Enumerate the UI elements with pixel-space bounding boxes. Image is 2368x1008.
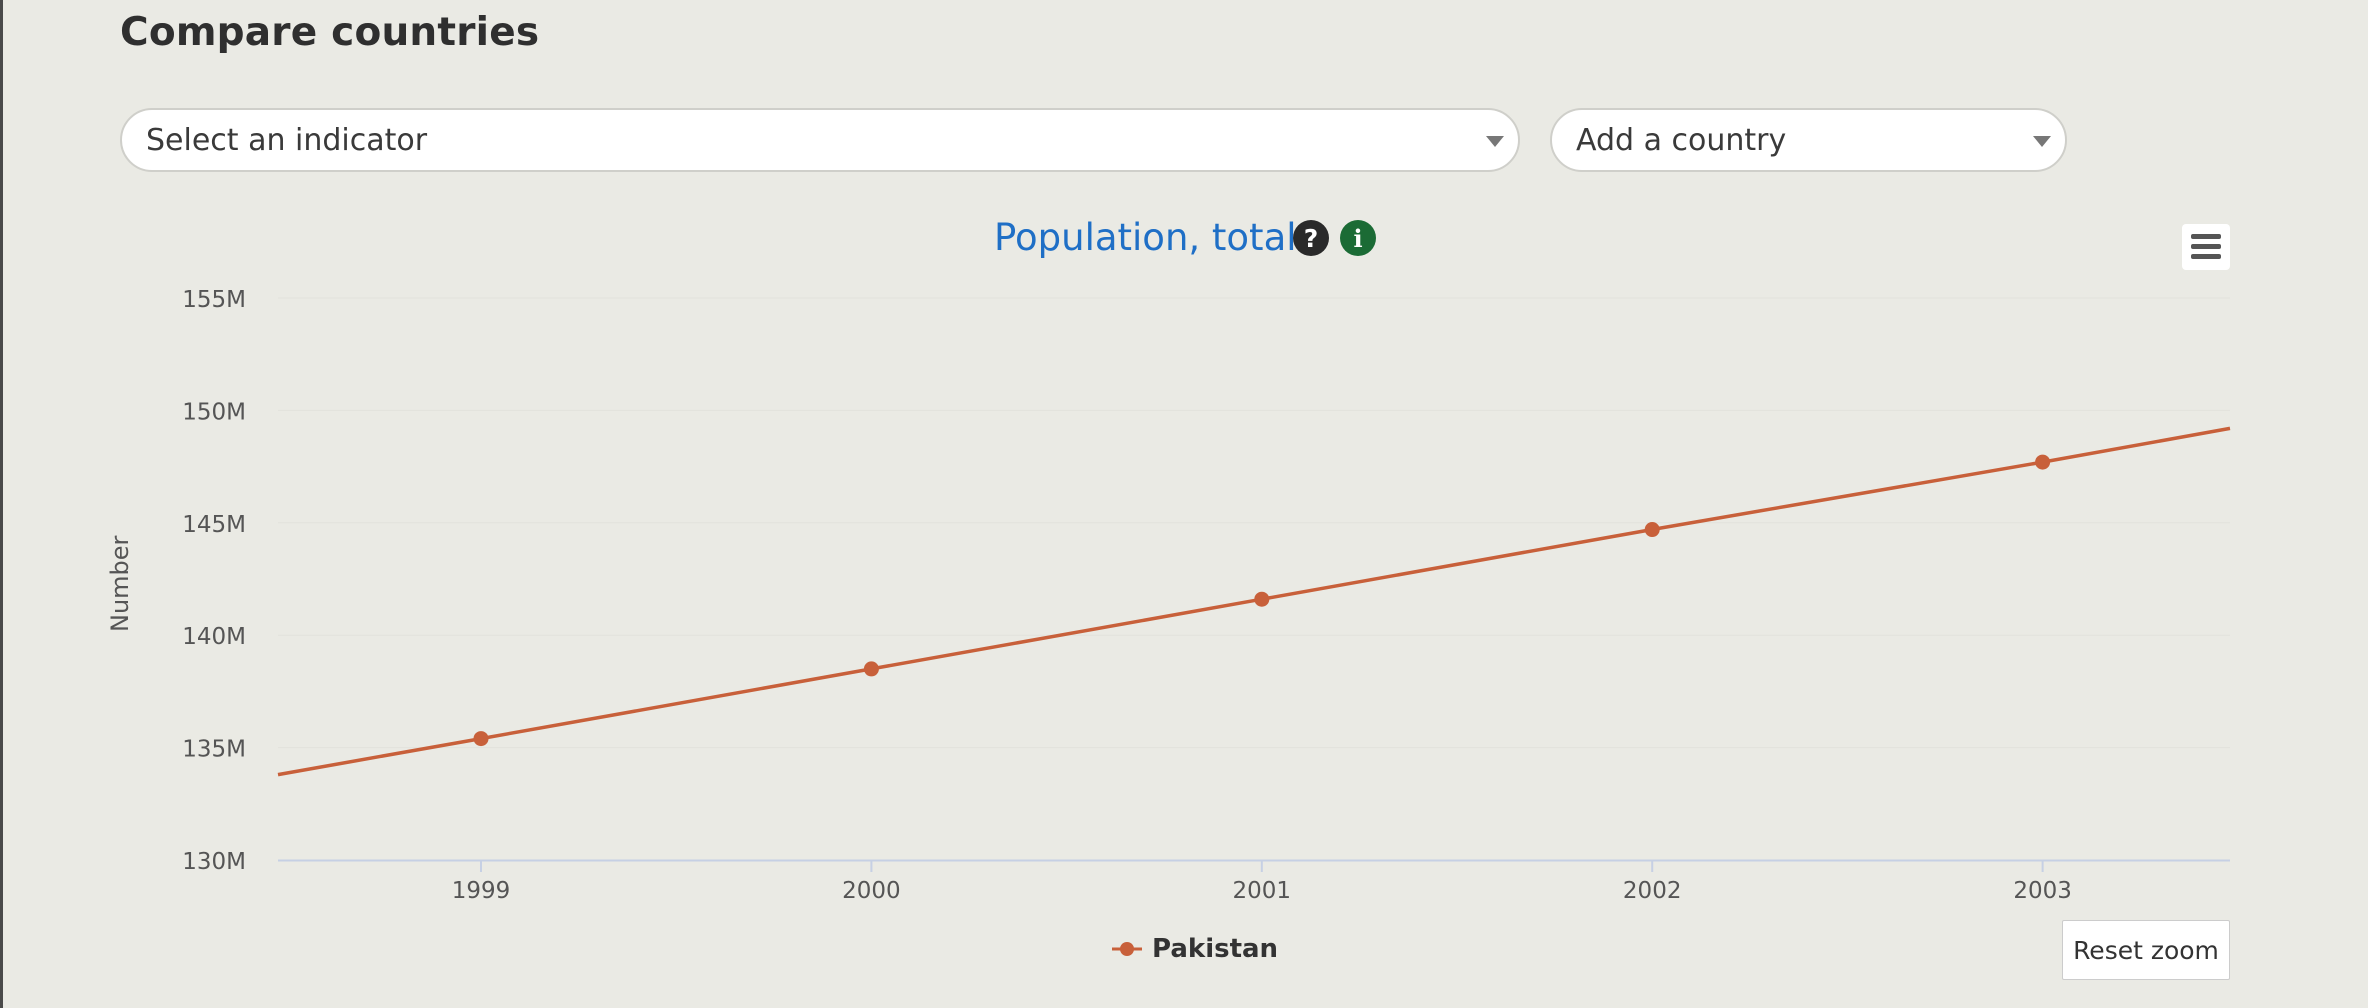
info-icon[interactable]: i	[1340, 220, 1376, 256]
data-point	[2035, 454, 2051, 470]
x-tick-label: 2002	[1623, 878, 1682, 904]
data-point	[1254, 591, 1270, 607]
y-tick-label: 155M	[182, 287, 246, 313]
x-tick-label: 1999	[452, 878, 511, 904]
y-tick-label: 140M	[182, 624, 246, 650]
x-tick-label: 2003	[2013, 878, 2072, 904]
country-select[interactable]: Add a country	[1550, 108, 2067, 172]
country-select-value: Add a country	[1576, 122, 1787, 158]
indicator-select-value: Select an indicator	[146, 122, 428, 158]
info-icon-glyph: i	[1353, 223, 1363, 253]
y-tick-label: 135M	[182, 737, 246, 763]
series-line-pakistan	[277, 426, 2231, 777]
y-tick-label: 130M	[182, 849, 246, 875]
help-icon-glyph: ?	[1303, 223, 1319, 253]
data-point	[1644, 522, 1660, 538]
y-tick-label: 150M	[182, 399, 246, 425]
y-axis-label: Number	[106, 535, 134, 632]
menu-icon-bar	[2191, 254, 2221, 259]
x-tick-label: 2000	[842, 878, 901, 904]
legend-item-pakistan[interactable]: Pakistan	[1110, 934, 1278, 964]
indicator-select[interactable]: Select an indicator	[120, 108, 1520, 172]
menu-icon-bar	[2191, 234, 2221, 239]
window-edge	[0, 0, 3, 1008]
data-point	[473, 731, 489, 747]
legend-marker-icon	[1112, 942, 1142, 956]
data-point	[863, 661, 879, 677]
page-title: Compare countries	[120, 10, 540, 55]
y-tick-label: 145M	[182, 512, 246, 538]
x-tick-label: 2001	[1233, 878, 1292, 904]
chart-title: Population, total	[994, 216, 1297, 259]
chevron-down-icon	[1486, 136, 1504, 147]
legend-label: Pakistan	[1152, 934, 1279, 964]
menu-icon-bar	[2191, 244, 2221, 249]
help-icon[interactable]: ?	[1293, 220, 1329, 256]
reset-zoom-button[interactable]: Reset zoom	[2062, 920, 2230, 980]
chart-menu-button[interactable]	[2182, 224, 2230, 270]
chevron-down-icon	[2033, 136, 2051, 147]
